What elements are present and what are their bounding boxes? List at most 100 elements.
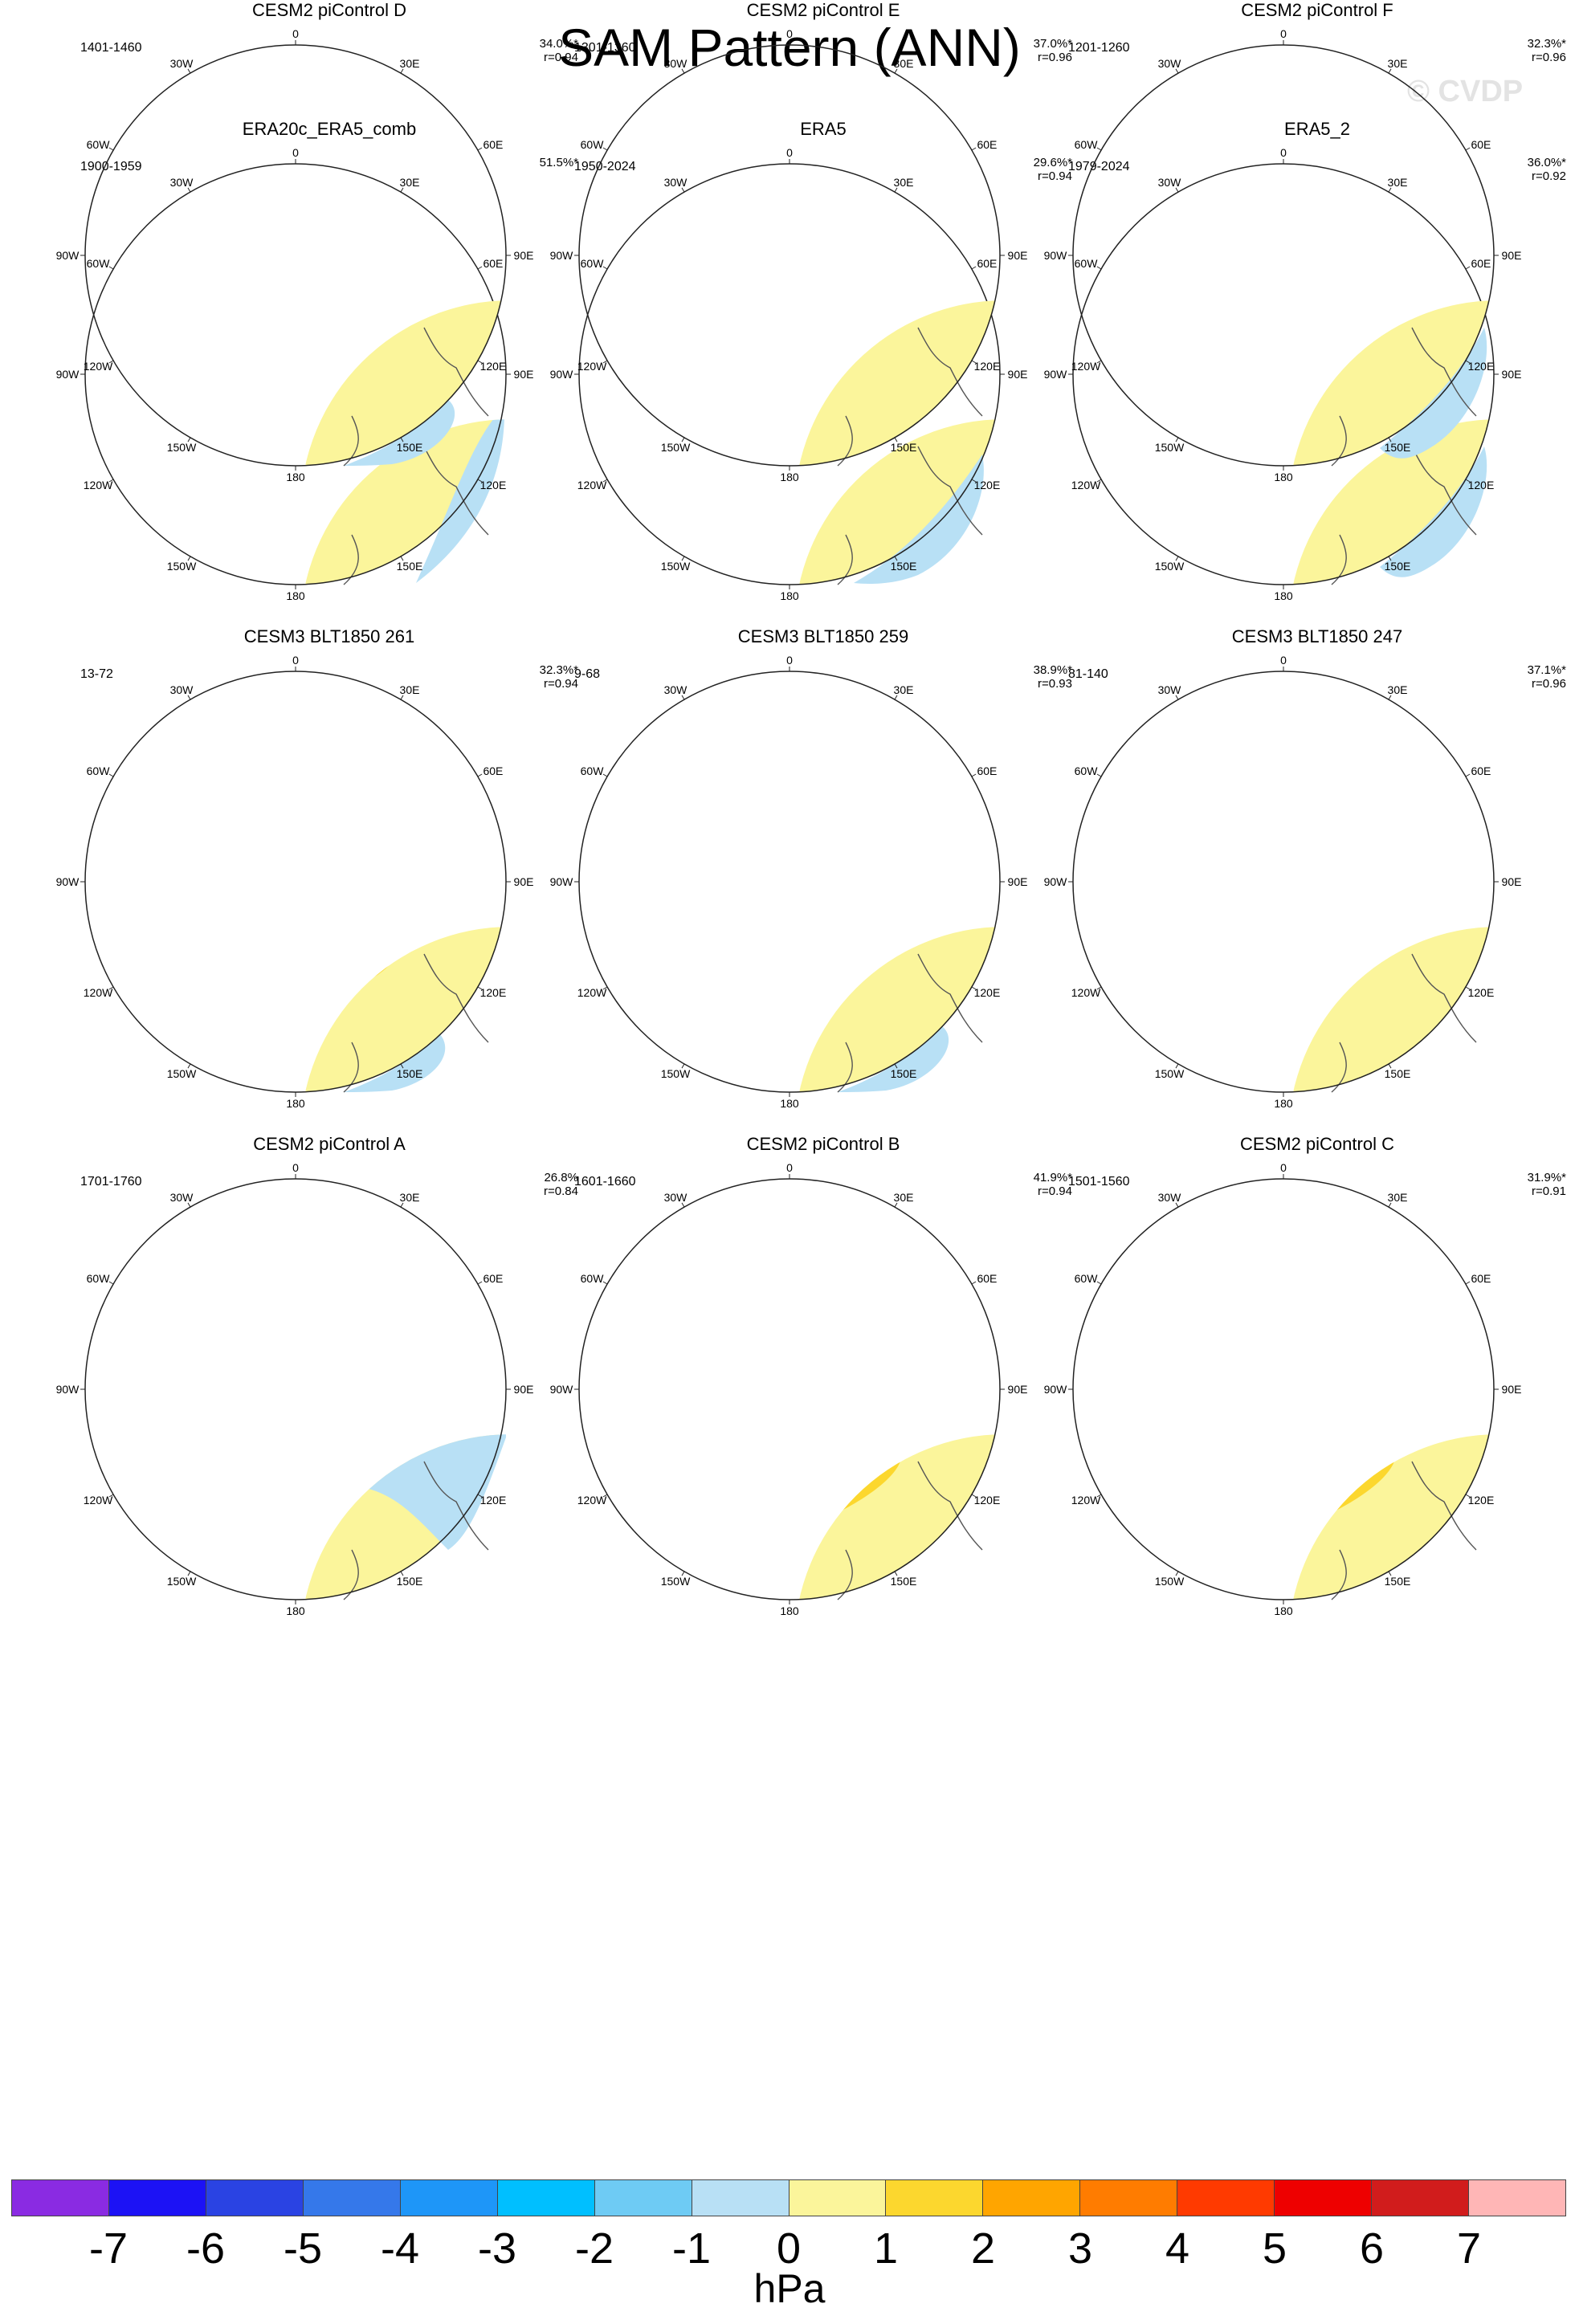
longitude-label: 0 [292,27,299,40]
longitude-label: 60E [483,1272,504,1285]
longitude-label: 0 [1280,146,1287,159]
longitude-label: 30W [663,56,687,70]
longitude-tick [108,360,114,364]
colorbar-tick: 1 [873,2224,899,2273]
longitude-label: 180 [1274,1097,1293,1110]
colorbar-tick: 4 [1165,2224,1190,2273]
longitude-label: 180 [1274,1604,1293,1617]
longitude-label: 150E [396,1067,423,1081]
panel-title: CESM2 piControl A [253,1134,406,1154]
colorbar-tick: 7 [1456,2224,1482,2273]
map-background-fill [794,927,1000,1092]
longitude-label: 120W [1071,360,1101,373]
longitude-label: 0 [292,654,299,667]
longitude-label: 120E [973,360,1001,373]
longitude-tick [971,479,977,483]
polar-map [80,1174,511,1604]
colorbar-tick: 0 [776,2224,802,2273]
longitude-tick [1465,1281,1471,1285]
longitude-label: 120E [973,1494,1001,1507]
contour-region [794,1434,896,1473]
contour-region [1288,927,1389,969]
longitude-label: 30W [169,56,194,70]
longitude-label: 90W [55,368,80,381]
longitude-tick [681,437,685,442]
panel-title: CESM3 BLT1850 247 [1231,626,1403,646]
longitude-label: 90W [1043,875,1067,888]
longitude-tick [1388,437,1392,442]
longitude-label: 90W [549,875,573,888]
longitude-tick [1096,479,1102,483]
panel-title: CESM3 BLT1850 261 [243,626,415,646]
longitude-label: 90E [513,875,534,888]
longitude-label: 120W [83,1494,113,1507]
longitude-label: 0 [1280,654,1287,667]
longitude-label: 30E [1387,1190,1408,1204]
longitude-label: 120W [577,986,607,999]
longitude-tick [400,1202,404,1208]
longitude-label: 150E [396,1575,423,1588]
longitude-tick [1096,147,1102,151]
longitude-label: 60E [977,257,998,270]
longitude-tick [1175,1202,1179,1208]
longitude-label: 90W [549,1383,573,1396]
longitude-tick [681,68,685,74]
longitude-tick [108,266,114,270]
colorbar-tick: -2 [574,2224,614,2273]
map-background-fill [794,1434,1000,1600]
polar-map [80,667,511,1097]
colorbar-swatch [1080,2180,1178,2216]
longitude-tick [108,986,114,990]
panel-stats: 34.0%* r=0.94 [540,37,578,64]
panel-title: CESM2 piControl D [252,0,406,20]
contour-region [1288,1434,1308,1440]
longitude-tick [971,986,977,990]
map-panel: CESM2 piControl E 1301-1360 37.0%* r=0.96 0 3… [550,0,1072,506]
contour-region [300,300,381,325]
polar-map [574,40,1005,471]
longitude-label: 60W [580,257,604,270]
longitude-tick [477,773,483,777]
panel-variance-pct: 26.8% [544,1171,578,1184]
longitude-label: 0 [1280,27,1287,40]
longitude-tick [681,556,685,561]
longitude-label: 60E [1471,257,1491,270]
colorbar-swatch [1469,2180,1565,2216]
longitude-label: 150W [1154,560,1185,573]
contour-region [794,996,838,1016]
colorbar-tick: 5 [1262,2224,1287,2273]
longitude-label: 30E [399,175,420,189]
longitude-label: 30E [399,1190,420,1204]
panel-variance-pct: 37.1%* [1527,663,1566,677]
longitude-tick [1175,68,1179,74]
contour-region [300,300,402,339]
colorbar-swatch [789,2180,887,2216]
contour-region [207,251,267,308]
longitude-tick [602,773,608,777]
panel-title: CESM2 piControl E [746,0,900,20]
map-background-fill [300,927,506,1092]
longitude-label: 90E [513,249,534,262]
map-background-fill [300,300,506,466]
longitude-tick [187,556,191,561]
longitude-label: 120E [973,479,1001,491]
colorbar-swatch [497,2180,595,2216]
longitude-tick [1388,1202,1392,1208]
contour-region [1288,1434,1389,1473]
colorbar-tick: -7 [88,2224,129,2273]
longitude-label: 150W [660,1067,691,1081]
longitude-label: 180 [286,589,305,602]
panel-stats: 36.0%* r=0.92 [1528,156,1566,183]
contour-region [300,1434,374,1453]
longitude-label: 30W [1157,1190,1181,1204]
contour-region [1288,300,1362,319]
longitude-tick [1388,695,1392,700]
longitude-tick [1465,1494,1471,1498]
colorbar-swatch [594,2180,692,2216]
panel-variance-pct: 32.3%* [1527,37,1566,51]
contour-region [806,870,823,908]
longitude-tick [894,68,898,74]
longitude-label: 60E [977,1272,998,1285]
longitude-label: 150E [890,1067,917,1081]
